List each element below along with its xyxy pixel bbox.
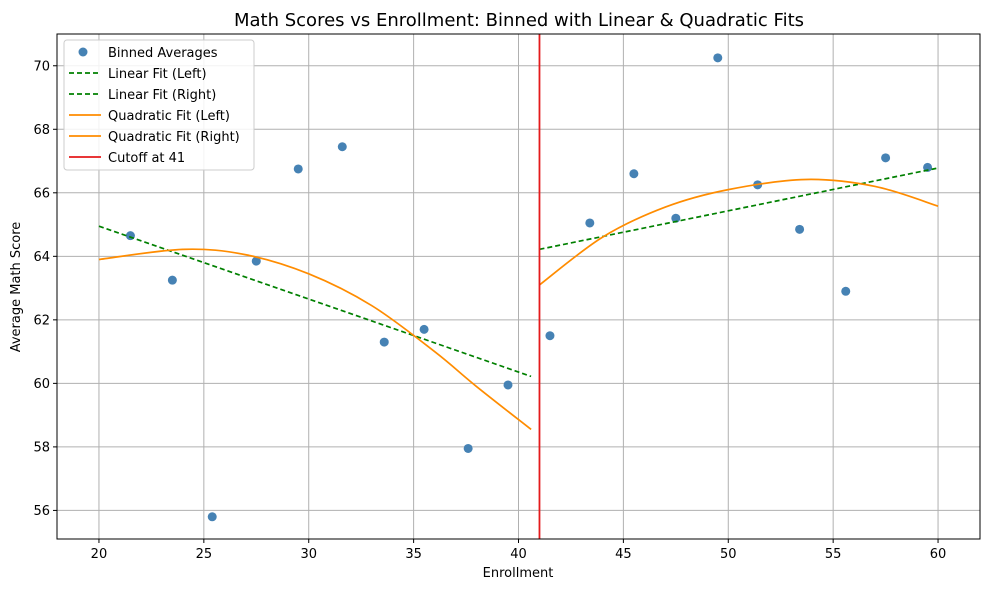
data-point: [251, 256, 261, 266]
y-axis-label: Average Math Score: [9, 222, 24, 353]
data-point: [881, 153, 891, 163]
legend: Binned Averages Linear Fit (Left) Linear…: [63, 39, 255, 171]
y-tick-label: 70: [33, 59, 50, 74]
data-point: [841, 286, 851, 296]
data-point: [629, 169, 639, 179]
data-point: [671, 213, 681, 223]
x-tick-label: 40: [510, 547, 527, 562]
x-tick-label: 30: [300, 547, 317, 562]
x-axis-label: Enrollment: [483, 566, 554, 581]
x-tick-label: 50: [720, 547, 737, 562]
legend-box: [63, 39, 255, 171]
data-point: [463, 443, 473, 453]
x-tick-label: 35: [405, 547, 422, 562]
data-point: [923, 162, 933, 172]
chart-title: Math Scores vs Enrollment: Binned with L…: [234, 10, 804, 31]
data-point: [419, 324, 429, 334]
y-tick-label: 60: [33, 377, 50, 392]
quadratic-fit-right-curve: [538, 178, 939, 286]
x-tick-label: 60: [930, 547, 947, 562]
y-tick-label: 68: [33, 123, 50, 138]
data-point: [713, 53, 723, 63]
linear-fit-left-line: [98, 225, 532, 378]
quadratic-fit-left-curve: [98, 248, 532, 431]
data-point: [207, 512, 217, 522]
data-point: [795, 224, 805, 234]
y-tick-label: 64: [33, 250, 50, 265]
legend-label-linear-right: Linear Fit (Right): [108, 88, 216, 103]
x-tick-label: 55: [825, 547, 842, 562]
legend-label-points: Binned Averages: [108, 46, 218, 61]
axis-ticks: 20 25 30 35 40 45 50 55 60 56 58 60 62 64 66 68 70: [33, 59, 946, 562]
data-point: [545, 331, 555, 341]
plot-series: [98, 34, 939, 539]
legend-label-linear-left: Linear Fit (Left): [108, 67, 207, 82]
x-tick-label: 45: [615, 547, 632, 562]
data-point: [167, 275, 177, 285]
legend-marker-points: [78, 47, 88, 57]
data-point: [293, 164, 303, 174]
y-tick-label: 66: [33, 186, 50, 201]
x-tick-label: 20: [91, 547, 108, 562]
data-point: [585, 218, 595, 228]
data-point: [379, 337, 389, 347]
legend-label-quadratic-right: Quadratic Fit (Right): [108, 130, 240, 145]
y-tick-label: 56: [33, 504, 50, 519]
data-point: [337, 142, 347, 152]
y-tick-label: 62: [33, 313, 50, 328]
legend-label-cutoff: Cutoff at 41: [108, 151, 185, 166]
y-tick-label: 58: [33, 440, 50, 455]
legend-label-quadratic-left: Quadratic Fit (Left): [108, 109, 230, 124]
data-point: [503, 380, 513, 390]
grid-lines: [57, 34, 980, 539]
x-tick-label: 25: [196, 547, 213, 562]
